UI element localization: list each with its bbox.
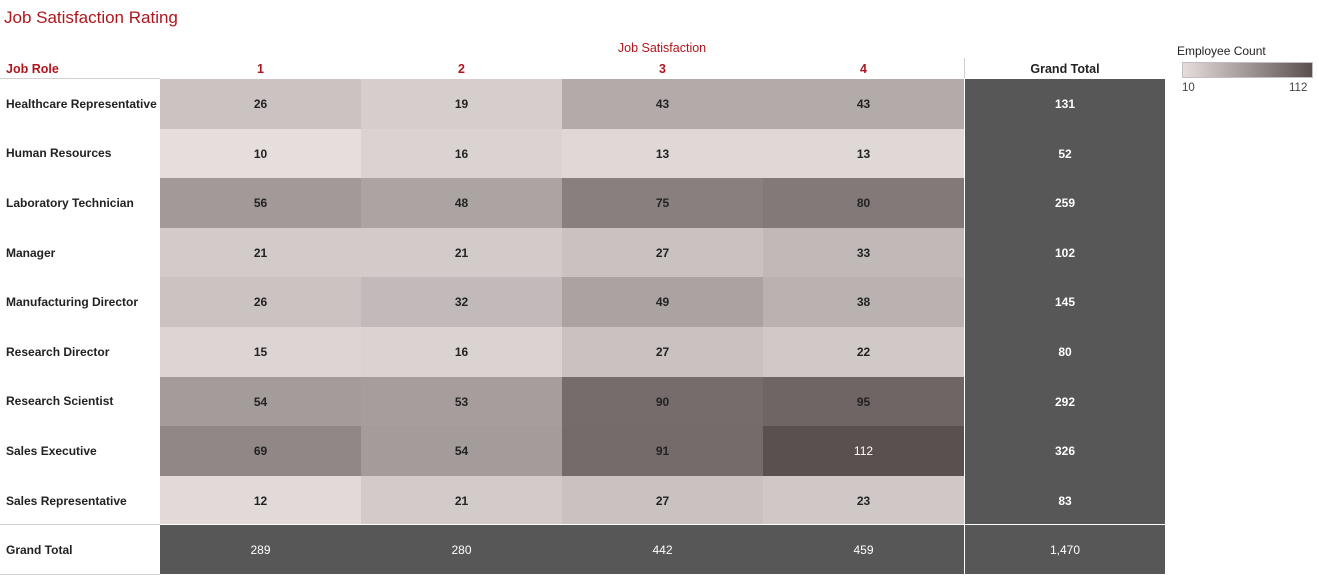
heatmap-cell: 16 xyxy=(361,128,562,179)
row-label: Manufacturing Director xyxy=(6,295,139,310)
column-total-cell: 289 xyxy=(160,525,361,574)
row-label: Human Resources xyxy=(6,146,112,161)
heatmap-cell: 54 xyxy=(160,376,361,427)
heatmap-cell: 23 xyxy=(763,475,964,526)
column-header-grand-total: Grand Total xyxy=(1030,62,1100,76)
heatmap-cell: 27 xyxy=(562,227,763,278)
heatmap-cell: 33 xyxy=(763,227,964,278)
grand-total-col-gap xyxy=(964,79,965,574)
heatmap-cell: 27 xyxy=(562,475,763,526)
row-total-cell: 131 xyxy=(965,79,1165,130)
row-label: Laboratory Technician xyxy=(6,196,134,210)
column-total-cell: 442 xyxy=(562,525,763,574)
column-group-title: Job Satisfaction xyxy=(617,41,707,55)
heatmap-cell: 53 xyxy=(361,376,562,427)
heatmap-cell: 54 xyxy=(361,426,562,477)
legend-color-bar xyxy=(1182,62,1313,78)
grand-total-row-divider xyxy=(0,524,160,525)
column-total-cell: 459 xyxy=(763,525,964,574)
heatmap-cell: 16 xyxy=(361,327,562,378)
column-header-3: 3 xyxy=(659,62,666,76)
heatmap-cell: 13 xyxy=(763,128,964,179)
grand-total-cell: 1,470 xyxy=(965,525,1165,574)
heatmap-cell: 27 xyxy=(562,327,763,378)
heatmap-cell: 69 xyxy=(160,426,361,477)
heatmap-cell: 43 xyxy=(562,79,763,130)
row-total-cell: 292 xyxy=(965,376,1165,427)
legend-min-label: 10 xyxy=(1182,82,1195,94)
row-label: Research Scientist xyxy=(6,394,114,409)
legend-max-label: 112 xyxy=(1289,82,1308,94)
column-total-cell: 280 xyxy=(361,525,562,574)
heatmap-cell: 43 xyxy=(763,79,964,130)
grand-total-gap xyxy=(160,524,1165,525)
grand-total-divider xyxy=(964,58,965,78)
row-total-cell: 80 xyxy=(965,327,1165,378)
row-total-cell: 102 xyxy=(965,227,1165,278)
heatmap-cell: 26 xyxy=(160,277,361,328)
grand-total-row-label: Grand Total xyxy=(6,542,73,557)
heatmap-cell: 32 xyxy=(361,277,562,328)
column-header-4: 4 xyxy=(860,62,867,76)
row-total-cell: 326 xyxy=(965,426,1165,477)
heatmap-cell: 22 xyxy=(763,327,964,378)
row-label: Healthcare Representative xyxy=(6,96,157,111)
chart-title: Job Satisfaction Rating xyxy=(4,8,178,27)
heatmap-cell: 48 xyxy=(361,178,562,229)
heatmap-cell: 56 xyxy=(160,178,361,229)
heatmap-cell: 12 xyxy=(160,475,361,526)
heatmap-cell: 49 xyxy=(562,277,763,328)
heatmap-cell: 21 xyxy=(160,227,361,278)
row-total-cell: 52 xyxy=(965,128,1165,179)
heatmap-cell: 10 xyxy=(160,128,361,179)
row-label: Sales Representative xyxy=(6,493,127,508)
column-header-1: 1 xyxy=(257,62,264,76)
heatmap-cell: 91 xyxy=(562,426,763,477)
heatmap-cell: 95 xyxy=(763,376,964,427)
heatmap-cell: 112 xyxy=(763,426,964,477)
row-total-cell: 145 xyxy=(965,277,1165,328)
row-label: Sales Executive xyxy=(6,444,97,458)
heatmap-cell: 75 xyxy=(562,178,763,229)
heatmap-cell: 26 xyxy=(160,79,361,130)
column-header-2: 2 xyxy=(458,62,465,76)
heatmap-cell: 13 xyxy=(562,128,763,179)
row-total-cell: 259 xyxy=(965,178,1165,229)
heatmap-cell: 19 xyxy=(361,79,562,130)
heatmap-cell: 15 xyxy=(160,327,361,378)
row-total-cell: 83 xyxy=(965,475,1165,526)
row-header-job-role: Job Role xyxy=(6,62,59,76)
heatmap-cell: 90 xyxy=(562,376,763,427)
legend-title: Employee Count xyxy=(1177,44,1266,58)
heatmap-cell: 38 xyxy=(763,277,964,328)
heatmap-cell: 21 xyxy=(361,227,562,278)
row-label: Research Director xyxy=(6,344,110,359)
row-label: Manager xyxy=(6,245,56,260)
heatmap-cell: 21 xyxy=(361,475,562,526)
heatmap-cell: 80 xyxy=(763,178,964,229)
header-divider xyxy=(0,78,160,79)
